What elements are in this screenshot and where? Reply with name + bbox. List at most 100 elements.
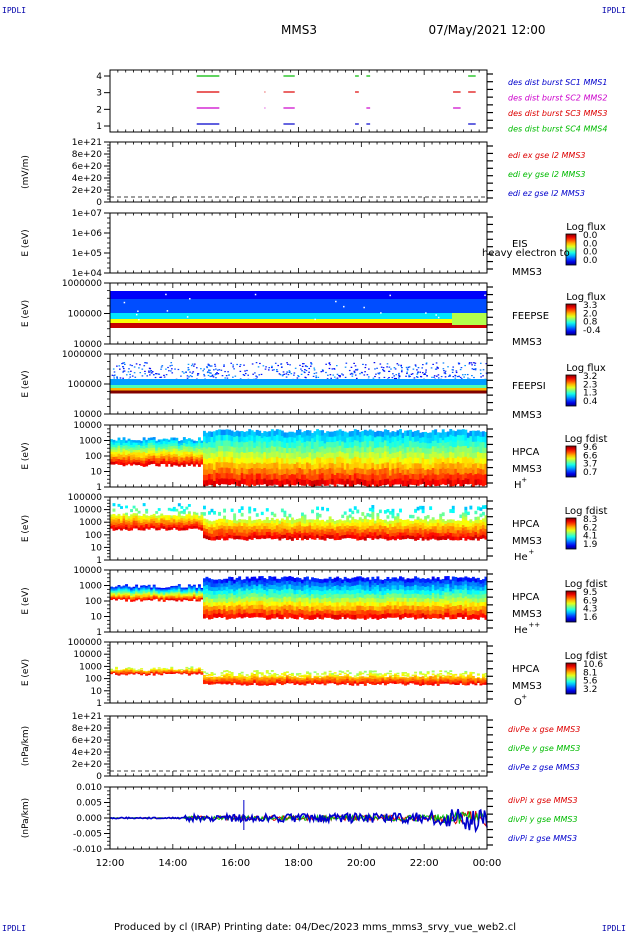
spectrogram-pixel (336, 606, 340, 612)
spectrogram-pixel (323, 448, 327, 455)
spectrogram-pixel (343, 606, 347, 611)
spectrogram-pixel (335, 300, 337, 303)
spectrogram-pixel (117, 526, 121, 530)
spectrogram-pixel (306, 536, 309, 540)
spectrogram-pixel (439, 517, 443, 521)
spectrogram-pixel (177, 453, 181, 457)
spectrogram-pixel (474, 522, 478, 527)
spectrogram-pixel (218, 511, 221, 516)
spectrogram-pixel (341, 532, 345, 536)
spectrogram-pixel (416, 373, 419, 375)
spectrogram-pixel (449, 614, 453, 620)
spectrogram-pixel (300, 373, 303, 375)
spectrogram-pixel (446, 462, 450, 469)
spectrogram-pixel (192, 463, 196, 467)
spectrogram-pixel (366, 458, 370, 465)
spectrogram-pixel (459, 612, 463, 618)
spectrogram-pixel (424, 442, 428, 449)
spectrogram-pixel (280, 521, 284, 526)
spectrogram-pixel (113, 371, 116, 373)
spectrogram-pixel (290, 585, 294, 590)
spectrogram-pixel (276, 369, 278, 371)
spectrogram-pixel (381, 431, 385, 438)
spectrogram-pixel (298, 527, 302, 532)
spectrogram-pixel (414, 364, 417, 366)
spectrogram-pixel (205, 453, 209, 460)
spectrogram-pixel (366, 464, 370, 471)
spectrogram-pixel (476, 441, 480, 447)
spectrogram-pixel (280, 469, 284, 476)
spectrogram-pixel (459, 440, 463, 447)
spectrogram-pixel (157, 439, 161, 443)
spectrogram-pixel (336, 602, 340, 607)
spectrogram-pixel (473, 376, 475, 379)
colorbar-tick-label: 0.0 (583, 239, 598, 249)
spectrogram-pixel (152, 521, 156, 524)
spectrogram-pixel (218, 440, 221, 447)
spectrogram-pixel (268, 479, 272, 486)
spectrogram-pixel (223, 440, 227, 447)
spectrogram-pixel (152, 518, 156, 522)
spectrogram-pixel (240, 598, 244, 604)
spectrogram-pixel (366, 519, 370, 523)
spectrogram-pixel (160, 446, 164, 450)
spectrogram-pixel (429, 532, 433, 537)
spectrogram-pixel (353, 451, 357, 458)
spectrogram-pixel (154, 376, 157, 379)
spectrogram-pixel (155, 596, 159, 598)
spectrogram-pixel (303, 458, 307, 465)
spectrogram-pixel (386, 462, 390, 469)
spectrogram-pixel (474, 535, 478, 539)
spectrogram-pixel (301, 594, 304, 599)
spectrogram-pixel (391, 447, 395, 454)
spectrogram-pixel (421, 452, 425, 459)
spectrogram-pixel (230, 451, 234, 458)
spectrogram-pixel (288, 596, 292, 602)
spectrogram-pixel (260, 443, 264, 449)
spectrogram-pixel (425, 363, 428, 365)
spectrogram-pixel (170, 440, 174, 444)
spectrogram-pixel (298, 593, 302, 598)
spectrogram-pixel (363, 474, 367, 481)
spectrogram-pixel (444, 588, 448, 593)
spectrogram-pixel (196, 374, 199, 376)
spectrogram-pixel (167, 589, 171, 592)
spectrogram-pixel (208, 511, 211, 515)
spectrogram-pixel (144, 373, 146, 375)
spectrogram-pixel (200, 368, 202, 370)
spectrogram-pixel (399, 508, 402, 513)
spectrogram-pixel (125, 584, 128, 587)
spectrogram-pixel (363, 519, 367, 524)
y-tick-label: 1 (96, 122, 102, 132)
spectrogram-pixel (399, 478, 402, 485)
spectrogram-pixel (283, 592, 287, 598)
spectrogram-pixel (441, 434, 445, 441)
y-tick-label: 0 (96, 198, 102, 208)
spectrogram-pixel (288, 523, 292, 527)
spectrogram-pixel (426, 594, 430, 599)
spectrogram-pixel (363, 598, 367, 604)
spectrogram-pixel (481, 505, 485, 509)
spectrogram-pixel (258, 580, 262, 585)
spectrogram-pixel (180, 454, 184, 458)
spectrogram-pixel (484, 585, 488, 590)
spectrogram-pixel (142, 589, 146, 592)
spectrogram-pixel (175, 594, 179, 597)
spectrogram-pixel (479, 513, 483, 518)
spectrogram-pixel (233, 478, 237, 485)
spectrogram-pixel (348, 458, 352, 465)
spectrogram-pixel (341, 473, 345, 480)
spectrogram-pixel (424, 610, 428, 616)
spectrogram-pixel (378, 595, 382, 600)
spectrogram-pixel (120, 595, 123, 598)
spectrogram-pixel (336, 615, 340, 620)
spectrogram-pixel (240, 478, 244, 484)
spacecraft-label: MMS3 (512, 609, 542, 620)
spectrogram-pixel (399, 614, 402, 620)
spectrogram-pixel (409, 462, 412, 469)
spectrogram-pixel (285, 610, 289, 615)
spectrogram-pixel (419, 531, 423, 535)
spectrogram-pixel (481, 586, 485, 591)
spectrogram-pixel (137, 597, 141, 600)
spectrogram-pixel (258, 588, 262, 593)
